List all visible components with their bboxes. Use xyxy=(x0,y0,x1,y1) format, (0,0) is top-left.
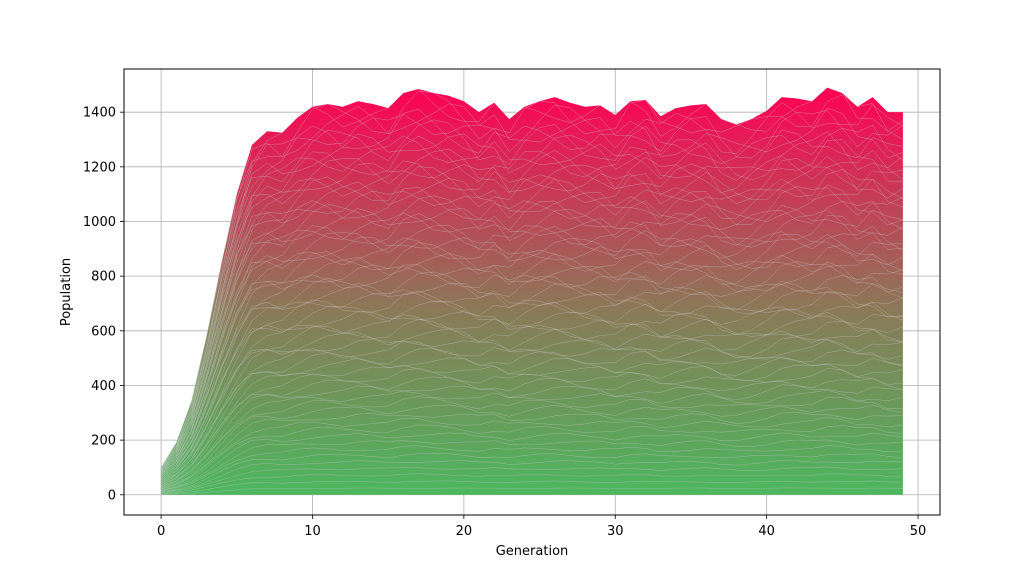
band-boundary xyxy=(160,336,903,485)
band-boundary xyxy=(160,271,903,481)
band-boundary xyxy=(160,261,903,481)
band-boundary xyxy=(160,186,904,474)
band-boundary xyxy=(160,87,904,469)
band-boundary xyxy=(160,348,903,486)
band-boundary xyxy=(160,224,904,478)
band-boundary xyxy=(161,452,903,493)
band-boundary xyxy=(160,300,903,483)
band-boundary xyxy=(161,416,903,491)
y-tick-label: 800 xyxy=(91,270,116,285)
y-tick-label: 400 xyxy=(91,379,116,394)
band-boundary xyxy=(161,445,903,492)
band-boundary xyxy=(161,473,903,494)
x-tick-label: 10 xyxy=(304,524,321,539)
band-boundary xyxy=(160,166,903,475)
band-boundary xyxy=(161,404,903,490)
band-boundary xyxy=(160,156,904,474)
band-boundary xyxy=(161,439,903,492)
x-axis-label: Generation xyxy=(496,544,569,559)
band-boundaries xyxy=(160,87,904,495)
band-boundary xyxy=(160,363,903,487)
band-boundary xyxy=(160,234,904,479)
band-boundary xyxy=(161,396,903,489)
stacked-areas xyxy=(161,87,903,495)
band-boundary xyxy=(161,376,903,488)
band-boundary xyxy=(161,412,903,490)
y-tick-label: 600 xyxy=(91,324,116,339)
band-boundary xyxy=(161,466,903,494)
y-tick-label: 1000 xyxy=(83,215,116,230)
band-boundary xyxy=(160,90,904,470)
band-boundary xyxy=(160,195,904,476)
band-boundary xyxy=(160,205,903,476)
y-tick-label: 200 xyxy=(91,434,116,449)
population-area xyxy=(161,87,903,495)
band-boundary xyxy=(160,107,903,471)
band-boundary xyxy=(160,110,904,469)
band-boundary xyxy=(160,328,903,485)
band-boundary xyxy=(160,184,903,476)
band-boundary xyxy=(160,135,903,473)
band-boundary xyxy=(160,102,904,469)
band-boundary xyxy=(161,389,903,489)
band-boundary xyxy=(160,280,903,481)
x-tick-label: 50 xyxy=(910,524,927,539)
band-boundary xyxy=(161,424,903,491)
axis-ticks: 0 10 20 30 40 50 0 200 400 600 800 1000 1200 1400 xyxy=(83,106,926,539)
x-tick-label: 0 xyxy=(157,524,165,539)
x-tick-label: 40 xyxy=(758,524,775,539)
band-boundary xyxy=(160,233,903,477)
band-boundary xyxy=(160,119,904,471)
band-boundary xyxy=(160,148,904,473)
band-boundary xyxy=(160,309,903,483)
band-boundary xyxy=(160,131,904,471)
band-boundary xyxy=(161,480,903,495)
plot-frame xyxy=(123,68,941,516)
band-boundary xyxy=(161,487,903,495)
x-tick-label: 20 xyxy=(456,524,473,539)
band-boundary xyxy=(160,158,903,472)
y-tick-label: 0 xyxy=(108,488,116,503)
band-boundary xyxy=(160,356,903,486)
x-tick-label: 30 xyxy=(607,524,624,539)
band-boundary xyxy=(160,261,903,479)
band-boundary xyxy=(160,286,903,481)
band-boundary xyxy=(160,253,904,479)
band-boundary xyxy=(160,290,903,483)
y-tick-label: 1400 xyxy=(83,106,116,121)
band-boundary xyxy=(160,129,903,470)
y-axis-label: Population xyxy=(59,258,74,326)
band-boundary xyxy=(160,213,903,478)
band-boundary xyxy=(160,178,904,474)
band-boundary xyxy=(160,242,903,480)
band-boundary xyxy=(161,384,903,488)
band-boundary xyxy=(161,432,903,491)
band-boundary xyxy=(160,319,903,485)
band-boundary xyxy=(161,460,903,493)
band-boundary xyxy=(160,209,904,476)
y-tick-label: 1200 xyxy=(83,160,116,175)
